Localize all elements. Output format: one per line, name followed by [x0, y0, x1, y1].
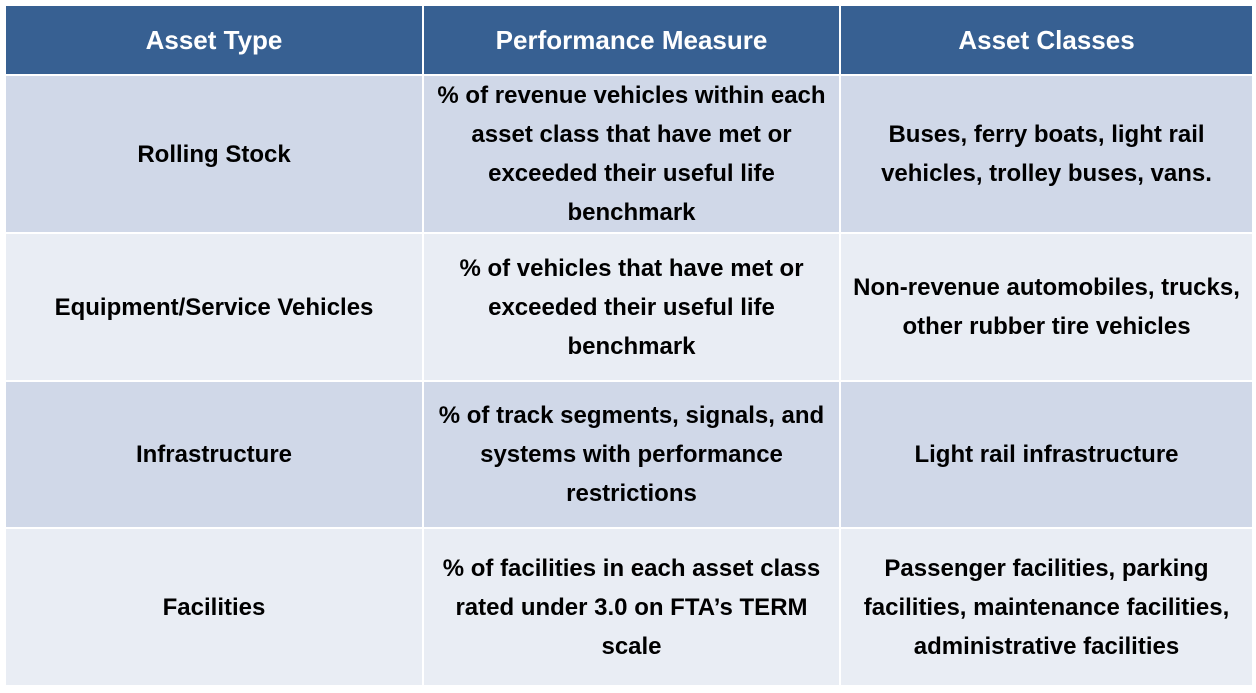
asset-type-cell: Rolling Stock: [4, 74, 424, 234]
header-asset-classes: Asset Classes: [839, 4, 1254, 76]
asset-classes-cell: Light rail infrastructure: [839, 380, 1254, 529]
asset-type-cell: Facilities: [4, 527, 424, 687]
asset-type-cell: Infrastructure: [4, 380, 424, 529]
header-asset-type: Asset Type: [4, 4, 424, 76]
table-row: Rolling Stock % of revenue vehicles with…: [4, 74, 1254, 234]
table-row: Equipment/Service Vehicles % of vehicles…: [4, 232, 1254, 382]
table-row: Infrastructure % of track segments, sign…: [4, 380, 1254, 529]
asset-type-cell: Equipment/Service Vehicles: [4, 232, 424, 382]
asset-performance-table: Asset Type Performance Measure Asset Cla…: [4, 4, 1254, 687]
performance-measure-cell: % of facilities in each asset class rate…: [422, 527, 841, 687]
asset-classes-cell: Non-revenue automobiles, trucks, other r…: [839, 232, 1254, 382]
asset-classes-cell: Passenger facilities, parking facilities…: [839, 527, 1254, 687]
performance-measure-cell: % of revenue vehicles within each asset …: [422, 74, 841, 234]
asset-classes-cell: Buses, ferry boats, light rail vehicles,…: [839, 74, 1254, 234]
header-row: Asset Type Performance Measure Asset Cla…: [4, 4, 1254, 76]
performance-measure-cell: % of track segments, signals, and system…: [422, 380, 841, 529]
header-performance-measure: Performance Measure: [422, 4, 841, 76]
performance-measure-cell: % of vehicles that have met or exceeded …: [422, 232, 841, 382]
table-row: Facilities % of facilities in each asset…: [4, 527, 1254, 687]
